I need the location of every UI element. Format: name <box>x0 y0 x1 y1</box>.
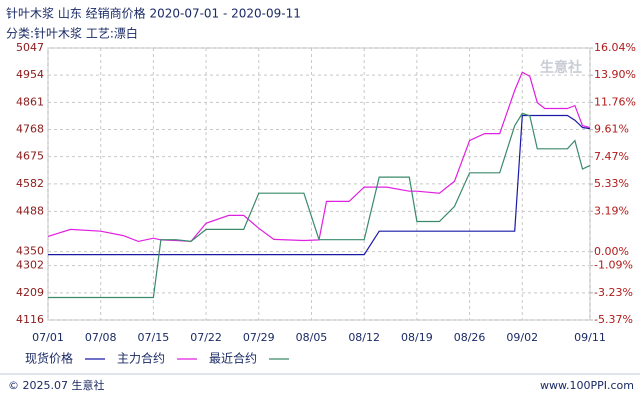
chart-subtitle: 分类:针叶木浆 工艺:漂白 <box>6 26 138 41</box>
y2-tick-label: 5.33% <box>594 177 629 190</box>
legend-label: 现货价格 <box>25 351 73 366</box>
y-tick-label: 4954 <box>16 68 44 81</box>
x-tick-label: 08/05 <box>296 331 328 344</box>
watermark: 生意社 <box>540 59 582 76</box>
y2-tick-label: 13.90% <box>594 68 636 81</box>
y-tick-label: 4861 <box>16 95 44 108</box>
x-tick-label: 07/15 <box>138 331 170 344</box>
legend-label: 主力合约 <box>117 351 165 366</box>
series-line <box>48 112 591 299</box>
x-tick-label: 08/26 <box>454 331 486 344</box>
footer-right: www.100PPI.com <box>540 379 634 392</box>
y2-tick-label: -5.37% <box>594 313 633 326</box>
x-tick-label: 08/19 <box>401 331 433 344</box>
y2-tick-label: 9.61% <box>594 123 629 136</box>
y2-tick-label: 11.76% <box>594 95 636 108</box>
y2-tick-label: 3.19% <box>594 204 629 217</box>
y-tick-label: 4675 <box>16 150 44 163</box>
x-tick-label: 07/08 <box>85 331 117 344</box>
legend-label: 最近合约 <box>209 351 257 366</box>
y2-tick-label: -3.23% <box>594 286 633 299</box>
y-tick-label: 4350 <box>16 245 44 258</box>
chart-title: 针叶木浆 山东 经销商价格 2020-07-01 - 2020-09-11 <box>6 6 301 21</box>
x-tick-label: 07/29 <box>243 331 275 344</box>
x-tick-label: 07/22 <box>190 331 222 344</box>
x-tick-label: 08/12 <box>348 331 380 344</box>
x-tick-label: 07/01 <box>32 331 64 344</box>
series-line <box>48 114 591 256</box>
y-tick-label: 4582 <box>16 177 44 190</box>
x-tick-label: 09/11 <box>574 331 606 344</box>
y-tick-label: 4116 <box>16 313 44 326</box>
y-tick-label: 4209 <box>16 286 44 299</box>
y-tick-label: 4302 <box>16 259 44 272</box>
footer-left: © 2025.07 生意社 <box>8 378 104 392</box>
y-tick-label: 4488 <box>16 204 44 217</box>
y2-tick-label: 0.00% <box>594 245 629 258</box>
y-tick-label: 5047 <box>16 41 44 54</box>
y2-tick-label: 16.04% <box>594 41 636 54</box>
y-tick-label: 4768 <box>16 123 44 136</box>
y2-tick-label: -1.09% <box>594 259 633 272</box>
y2-tick-label: 7.47% <box>594 150 629 163</box>
x-tick-label: 09/02 <box>506 331 538 344</box>
